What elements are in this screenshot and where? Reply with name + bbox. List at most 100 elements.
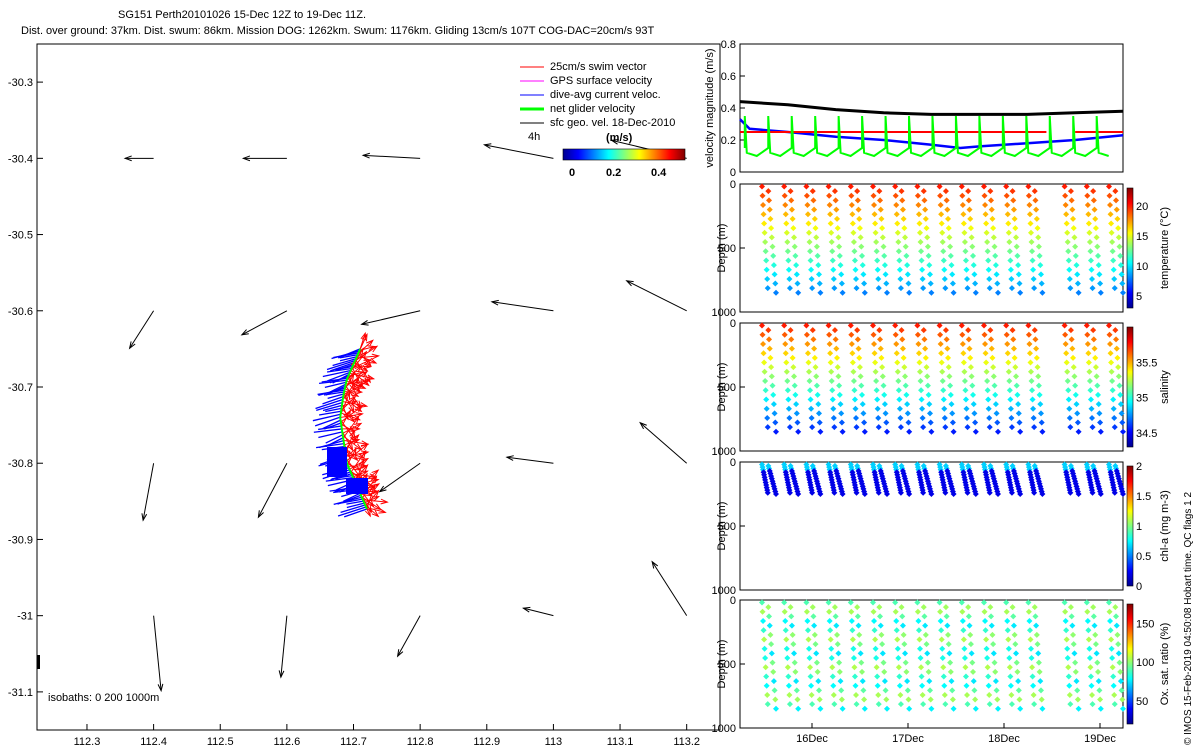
dive-sample [963,682,970,689]
dive-sample [814,391,821,398]
dive-sample [897,285,904,292]
dive-sample [877,345,884,352]
dive-sample [972,419,979,426]
dive-sample [905,280,912,287]
dive-sample [1084,331,1091,338]
map-xtick-label: 112.7 [340,736,367,748]
chla-panel: 0 500 1000 Depth (m) 0 0.5 1 1.5 2 chl-a (mg m-3) [712,457,1171,597]
map-xtick-label: 112.5 [207,736,234,748]
sfc-vector [142,463,155,521]
dive-sample [1026,350,1033,357]
dive-sample [1110,682,1117,689]
dive-sample [873,387,880,394]
dive-sample [785,682,792,689]
dive-sample [817,428,824,435]
dive-sample [792,391,799,398]
dive-sample [1095,668,1102,675]
dive-sample [1032,336,1039,343]
dive-sample [768,364,775,371]
dive-sample [906,289,913,296]
dive-sample [1071,650,1078,657]
dive-sample [940,387,947,394]
dive-sample [1092,364,1099,371]
dive-sample [1065,664,1072,671]
dive-sample [793,687,800,694]
dive-sample [1119,419,1126,426]
dive-sample [1119,280,1126,287]
dive-sample [1109,664,1116,671]
dive-sample [906,705,913,712]
dive-sample [1063,359,1070,366]
dive-sample [762,654,769,661]
dive-sample [990,225,997,232]
dive-sample [925,391,932,398]
map-panel: 112.3 112.4 112.5 112.6 112.7 112.8 112.9 113 11… [8,43,721,748]
dive-sample [1108,359,1115,366]
section-ytick-label: 1000 [712,723,736,735]
dive-sample [803,192,810,199]
dive-sample [804,202,811,209]
dive-sample [828,368,835,375]
dive-sample [831,285,838,292]
dive-sample [940,664,947,671]
swim-vector-head [347,443,354,452]
dive-sample [872,636,879,643]
dive-sample [1093,373,1100,380]
dive-sample [836,391,843,398]
dive-sample [1109,377,1116,384]
dive-sample [794,419,801,426]
dive-sample [940,673,947,680]
dive-sample [761,220,768,227]
dive-sample [981,599,987,606]
dive-sample [923,364,930,371]
time-tick-label: 16Dec [796,733,828,745]
dive-sample [1014,252,1021,259]
dive-sample [1027,636,1034,643]
dive-sample [958,183,965,190]
dive-sample [1097,419,1104,426]
dive-sample [1008,701,1015,708]
dive-sample [983,636,990,643]
dive-sample [899,622,906,629]
swim-vector-head [378,508,387,514]
dive-sample [851,664,858,671]
dive-sample [782,627,789,634]
dive-sample [898,327,905,334]
dive-sample [1015,271,1022,278]
dive-sample [981,322,987,329]
dive-sample [786,424,793,431]
dive-sample [1008,275,1015,282]
dive-sample [830,266,837,273]
dive-sample [806,368,813,375]
dive-sample [1075,491,1082,497]
dive-sample [839,491,846,497]
sfc-vector-head [610,139,619,145]
dive-sample [782,350,789,357]
dive-sample [945,225,952,232]
dive-sample [1015,401,1022,408]
dive-sample [787,604,794,611]
dive-sample [959,202,966,209]
dive-sample [759,608,766,615]
dive-sample [813,243,820,250]
dive-sample [861,289,868,296]
dive-sample [1084,202,1091,209]
dive-sample [1107,211,1114,218]
dive-sample [903,252,910,259]
dive-sample [871,211,878,218]
dive-sample [1109,248,1116,255]
dive-sample [766,622,773,629]
dac-vector [318,425,342,431]
dive-sample [1012,364,1019,371]
dive-sample [944,206,951,213]
swim-vector-head [360,370,369,378]
swim-vector-head [360,457,370,465]
colorbar-tick-label: 10 [1136,261,1148,273]
dive-sample [861,428,868,435]
dive-sample [902,234,909,241]
dive-sample [808,691,815,698]
dive-sample [847,322,854,329]
swim-vector [340,423,355,433]
dive-sample [871,341,878,348]
dive-sample [809,327,816,334]
